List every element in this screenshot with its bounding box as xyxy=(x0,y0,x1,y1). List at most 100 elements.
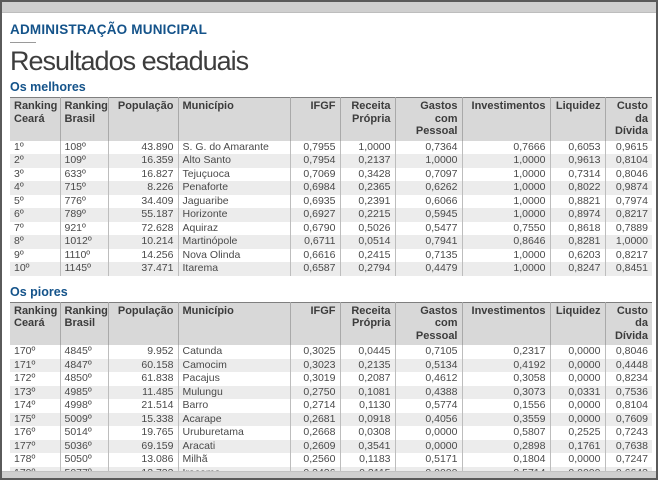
table-row: 171º 4847º 60.158 Camocim 0,3023 0,2135 0,5134… xyxy=(10,358,652,372)
table-cell: Milhã xyxy=(177,453,290,467)
table-cell: Itarema xyxy=(177,262,290,276)
table-row: 170º 4845º 9.952 Catunda 0,3025 0,0445 0,7105 0… xyxy=(10,345,652,359)
section-label-best: Os melhores xyxy=(10,80,86,94)
table-cell: 0,9615 xyxy=(604,140,652,154)
table-cell: 0,7974 xyxy=(604,194,652,208)
table-cell: Nova Olinda xyxy=(177,248,290,262)
table-cell: 0,1804 xyxy=(461,453,550,467)
table-cell: 0,2714 xyxy=(289,399,340,413)
top-gray-strip xyxy=(2,2,656,13)
table-cell: 0,6203 xyxy=(549,248,605,262)
table-cell: 0,8046 xyxy=(604,345,652,359)
table-row: 2º 109º 16.359 Alto Santo 0,7954 0,2137 1,0000… xyxy=(10,154,652,168)
table-cell: 0,3058 xyxy=(461,372,550,386)
table-cell: 0,6053 xyxy=(549,140,605,154)
table-cell: 1012º xyxy=(59,235,108,249)
table-cell: 55.187 xyxy=(107,208,178,222)
table-cell: 0,8234 xyxy=(604,372,652,386)
table-cell: 0,8022 xyxy=(549,181,605,195)
table-cell: 1,0000 xyxy=(461,181,550,195)
table-cell: 0,4056 xyxy=(394,412,462,426)
table-cell: 921º xyxy=(59,221,108,235)
table-row: 177º 5036º 69.159 Aracati 0,2609 0,3541 0,0000… xyxy=(10,439,652,453)
table-cell: 0,8451 xyxy=(604,262,652,276)
table-cell: 0,3428 xyxy=(339,167,395,181)
table-cell: Pacajus xyxy=(177,372,290,386)
column-header: Gastos com Pessoal xyxy=(394,302,462,345)
table-row: 6º 789º 55.187 Horizonte 0,6927 0,2215 0,5945 1… xyxy=(10,208,652,222)
table-cell: 0,2668 xyxy=(289,426,340,440)
column-header: Custo da Dívida xyxy=(604,302,652,345)
column-header: Receita Própria xyxy=(339,302,395,345)
table-cell: 0,0000 xyxy=(549,412,605,426)
table-best-header: Ranking Ceará Ranking Brasil População Muni… xyxy=(10,97,652,141)
table-cell: 0,2525 xyxy=(549,426,605,440)
table-cell: 2º xyxy=(10,154,60,168)
column-header: Liquidez xyxy=(549,97,605,141)
table-cell: 0,3559 xyxy=(461,412,550,426)
table-cell: Acarape xyxy=(177,412,290,426)
content-area: ADMINISTRAÇÃO MUNICIPAL Resultados estad… xyxy=(2,13,656,478)
table-cell: Aquiraz xyxy=(177,221,290,235)
table-cell: Camocim xyxy=(177,358,290,372)
table-cell: Uruburetama xyxy=(177,426,290,440)
table-cell: 0,2135 xyxy=(339,358,395,372)
table-cell: 0,5026 xyxy=(339,221,395,235)
kicker-rule xyxy=(10,42,36,43)
table-cell: 0,7135 xyxy=(394,248,462,262)
table-cell: 1,0000 xyxy=(604,235,652,249)
table-cell: 0,0308 xyxy=(339,426,395,440)
table-cell: 0,7955 xyxy=(289,140,340,154)
table-cell: 1,0000 xyxy=(461,248,550,262)
table-cell: 0,4388 xyxy=(394,385,462,399)
table-cell: 0,8104 xyxy=(604,154,652,168)
table-cell: 178º xyxy=(14,453,36,465)
table-cell: 10.214 xyxy=(107,235,178,249)
table-cell: 0,1556 xyxy=(461,399,550,413)
table-cell: 0,0000 xyxy=(549,358,605,372)
table-cell: 0,7666 xyxy=(461,140,550,154)
table-cell: 0,6587 xyxy=(289,262,340,276)
table-worst-body: 170º 4845º 9.952 Catunda 0,3025 0,0445 0,7105 0… xyxy=(10,345,652,478)
table-cell: 0,6984 xyxy=(289,181,340,195)
table-cell: 0,7097 xyxy=(394,167,462,181)
table-worst-header: Ranking Ceará Ranking Brasil População Muni… xyxy=(10,302,652,345)
table-cell: Catunda xyxy=(177,345,290,359)
table-cell: 11.485 xyxy=(107,385,178,399)
table-cell: 0,4479 xyxy=(394,262,462,276)
table-row: 8º 1012º 10.214 Martinópole 0,6711 0,0514 0,79… xyxy=(10,235,652,249)
table-cell: 5º xyxy=(14,194,24,207)
table-cell: 5014º xyxy=(59,426,108,440)
table-cell: 0,1081 xyxy=(339,385,395,399)
table-cell: 1,0000 xyxy=(461,194,550,208)
table-cell: 177º xyxy=(10,439,60,453)
table-cell: 0,9613 xyxy=(549,154,605,168)
table-cell: 0,8217 xyxy=(604,208,652,222)
table-cell: 0,2365 xyxy=(339,181,395,195)
table-cell: 0,8247 xyxy=(549,262,605,276)
table-cell: 72.628 xyxy=(107,221,178,235)
table-cell: 0,2681 xyxy=(289,412,340,426)
table-row: 10º 1145º 37.471 Itarema 0,6587 0,2794 0,4479 1… xyxy=(10,262,652,276)
table-cell: 0,7243 xyxy=(604,426,652,440)
table-cell: 0,8281 xyxy=(549,235,605,249)
table-row: 7º 921º 72.628 Aquiraz 0,6790 0,5026 0,5477 0,7… xyxy=(10,221,652,235)
table-cell: 0,7314 xyxy=(549,167,605,181)
table-cell: 0,7105 xyxy=(394,345,462,359)
table-cell: 43.890 xyxy=(107,140,178,154)
table-cell: 0,1761 xyxy=(549,439,605,453)
column-header: Ranking Brasil xyxy=(59,97,108,141)
table-cell: 0,3023 xyxy=(289,358,340,372)
column-header: Investimentos xyxy=(461,302,550,345)
table-cell: 0,2317 xyxy=(461,345,550,359)
table-cell: 1,0000 xyxy=(339,140,395,154)
table-cell: 0,5171 xyxy=(394,453,462,467)
table-cell: 0,3541 xyxy=(339,439,395,453)
table-cell: Mulungu xyxy=(177,385,290,399)
table-cell: 173º xyxy=(10,385,60,399)
column-header: População xyxy=(107,97,178,141)
table-cell: 3º xyxy=(14,167,24,180)
table-cell: 0,2750 xyxy=(289,385,340,399)
table-cell: 1,0000 xyxy=(461,262,550,276)
table-cell: 170º xyxy=(14,345,36,357)
